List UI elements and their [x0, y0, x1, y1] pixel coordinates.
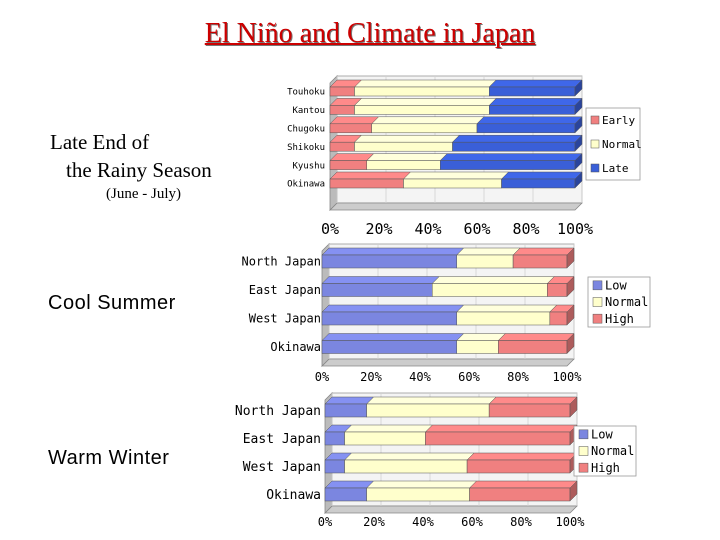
category-label: West Japan — [243, 460, 321, 475]
legend-swatch-high — [592, 313, 603, 324]
bar-segment-high — [549, 304, 575, 326]
legend-label-early: Early — [602, 114, 635, 127]
x-tick-label: 40% — [414, 220, 441, 238]
category-label: Kyushu — [292, 161, 325, 171]
category-label: West Japan — [249, 312, 321, 326]
bar-segment-normal — [456, 247, 521, 269]
legend-swatch-early — [590, 115, 600, 125]
legend-swatch-high — [578, 462, 589, 473]
legend-swatch-normal — [590, 139, 600, 149]
category-label: Kantou — [292, 106, 325, 116]
legend-label-low: Low — [591, 428, 613, 442]
bar-segment-late — [476, 116, 583, 134]
category-label: Chugoku — [287, 124, 325, 134]
x-tick-label: 0% — [321, 220, 339, 238]
bar-segment-late — [451, 134, 583, 152]
bar-segment-low — [321, 247, 465, 269]
legend-swatch-normal — [578, 446, 589, 456]
legend-label-normal: Normal — [591, 444, 634, 458]
bar-segment-low — [321, 276, 440, 297]
page-title: El Niño and Climate in Japan — [204, 18, 536, 49]
legend-label-high: High — [605, 312, 634, 326]
category-label: East Japan — [243, 432, 321, 447]
bar-segment-early — [329, 98, 363, 115]
x-tick-label: 60% — [461, 515, 483, 529]
x-tick-label: 40% — [412, 515, 434, 529]
legend-swatch-low — [578, 429, 589, 440]
x-tick-label: 100% — [553, 370, 583, 384]
bar-segment-late — [500, 171, 583, 189]
bar-segment-low — [324, 424, 353, 446]
x-tick-label: 60% — [463, 220, 490, 238]
section-label-period: (June - July) — [106, 186, 181, 202]
category-label: North Japan — [242, 255, 321, 269]
x-tick-label: 20% — [363, 515, 385, 529]
bar-segment-high — [424, 424, 578, 446]
category-label: Okinawa — [270, 340, 321, 354]
legend-swatch-late — [590, 163, 600, 173]
legend-label-normal: Normal — [605, 295, 648, 309]
bar-segment-normal — [366, 396, 497, 418]
bar-segment-late — [439, 152, 583, 171]
section-label-warm-winter: Warm Winter — [48, 447, 170, 469]
section-label-cool-summer: Cool Summer — [48, 292, 176, 314]
bar-segment-normal — [366, 480, 478, 502]
bar-segment-low — [324, 480, 375, 502]
bar-segment-early — [329, 79, 363, 97]
category-label: North Japan — [235, 404, 321, 419]
bar-segment-high — [466, 452, 578, 474]
x-tick-label: 100% — [557, 220, 593, 238]
bar-segment-normal — [431, 276, 556, 297]
x-tick-label: 20% — [360, 370, 382, 384]
section-label-line1: Late End of — [50, 130, 150, 154]
category-label: Shikoku — [287, 143, 325, 153]
category-label: Okinawa — [266, 488, 321, 503]
bar-segment-normal — [343, 424, 434, 446]
x-tick-label: 0% — [318, 515, 333, 529]
legend-label-normal: Normal — [602, 138, 642, 151]
section-label-rainy-season: Late End of the Rainy Season (June - Jul… — [50, 128, 212, 204]
bar-segment-high — [512, 247, 575, 269]
x-tick-label: 0% — [315, 370, 330, 384]
bar-segment-late — [488, 97, 583, 116]
x-tick-label: 80% — [510, 515, 532, 529]
section-label-line2: the Rainy Season — [66, 158, 212, 182]
legend-label-high: High — [591, 461, 620, 475]
category-label: East Japan — [249, 283, 321, 297]
bar-segment-normal — [343, 452, 475, 474]
category-label: Touhoku — [287, 88, 325, 98]
x-tick-label: 80% — [512, 220, 539, 238]
bar-segment-high — [546, 275, 575, 298]
x-tick-label: 80% — [507, 370, 529, 384]
category-label: Okinawa — [287, 180, 325, 190]
bar-segment-late — [488, 79, 583, 97]
legend-label-low: Low — [605, 279, 627, 293]
bar-segment-normal — [353, 98, 497, 115]
x-tick-label: 20% — [365, 220, 392, 238]
bar-segment-high — [497, 332, 575, 355]
bar-segment-high — [468, 480, 578, 502]
x-tick-label: 40% — [409, 370, 431, 384]
legend-label-late: Late — [602, 162, 629, 175]
bar-segment-high — [488, 396, 578, 418]
bar-segment-early — [329, 153, 375, 170]
bar-segment-low — [324, 396, 375, 418]
legend-swatch-normal — [592, 297, 603, 307]
x-tick-label: 100% — [556, 515, 586, 529]
legend-swatch-low — [592, 280, 603, 291]
x-tick-label: 60% — [458, 370, 480, 384]
